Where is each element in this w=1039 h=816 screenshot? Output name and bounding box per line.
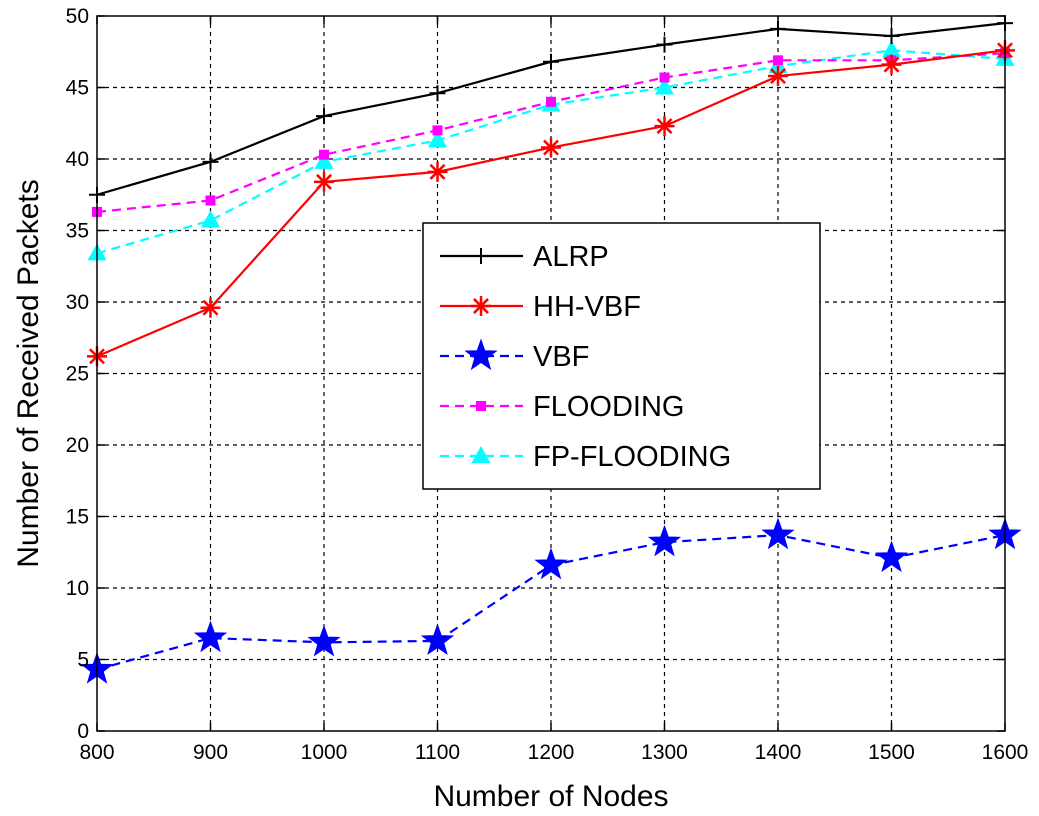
x-tick-label: 900 bbox=[193, 741, 228, 764]
data-point bbox=[881, 54, 902, 75]
data-point bbox=[205, 195, 216, 206]
data-point bbox=[429, 85, 446, 102]
legend-label: ALRP bbox=[533, 241, 609, 273]
x-tick-label: 1200 bbox=[528, 741, 575, 764]
legend-marker bbox=[471, 446, 491, 463]
data-point bbox=[874, 540, 909, 573]
legend-marker bbox=[464, 338, 498, 371]
legend-label: FP-FLOODING bbox=[533, 441, 731, 473]
data-point bbox=[420, 623, 455, 656]
data-point bbox=[761, 517, 795, 550]
x-tick-label: 1300 bbox=[641, 741, 688, 764]
y-tick-label: 45 bbox=[66, 77, 89, 100]
ticks: 800 900 1000 1100 1200 1300 1400 1500 1600 0 5 10 15… bbox=[66, 5, 1029, 764]
legend-label: HH-VBF bbox=[533, 291, 641, 323]
legend-marker bbox=[473, 248, 489, 264]
x-tick-label: 1000 bbox=[301, 741, 348, 764]
data-point bbox=[541, 137, 561, 158]
y-tick-label: 30 bbox=[66, 291, 89, 314]
y-tick-label: 35 bbox=[66, 220, 89, 243]
legend-marker bbox=[476, 401, 486, 411]
data-point bbox=[201, 210, 220, 228]
data-point bbox=[647, 524, 682, 557]
grid bbox=[97, 16, 1005, 731]
data-point bbox=[428, 130, 447, 148]
y-tick-label: 5 bbox=[77, 649, 89, 672]
data-point bbox=[427, 161, 448, 182]
data-point bbox=[543, 53, 559, 70]
data-point bbox=[314, 171, 334, 192]
legend-entry: FP-FLOODING bbox=[440, 441, 731, 473]
data-point bbox=[656, 36, 673, 53]
data-point bbox=[200, 297, 221, 318]
x-tick-label: 1500 bbox=[868, 741, 915, 764]
data-point bbox=[655, 77, 674, 95]
y-tick-label: 10 bbox=[66, 577, 89, 600]
data-point bbox=[768, 66, 788, 87]
y-axis-label: Number of Received Packets bbox=[12, 179, 45, 568]
data-point bbox=[319, 149, 329, 160]
x-tick-label: 800 bbox=[79, 741, 114, 764]
data-point bbox=[432, 125, 443, 136]
series-hh-vbf bbox=[87, 40, 1015, 367]
data-point bbox=[316, 108, 332, 125]
y-tick-label: 0 bbox=[77, 720, 89, 743]
data-point bbox=[882, 40, 901, 58]
legend-entry: FLOODING bbox=[440, 391, 684, 423]
legend-entry: VBF bbox=[440, 338, 589, 373]
x-tick-label: 1100 bbox=[415, 741, 460, 764]
legend-marker bbox=[471, 296, 491, 316]
y-tick-label: 15 bbox=[66, 506, 89, 529]
legend-label: VBF bbox=[533, 341, 589, 373]
y-tick-label: 25 bbox=[66, 363, 89, 386]
x-tick-label: 1400 bbox=[755, 741, 802, 764]
legend-entry: HH-VBF bbox=[440, 291, 641, 323]
legend: ALRP HH-VBF VBF FLOODING FP-FLOODING bbox=[422, 222, 821, 490]
data-point bbox=[202, 153, 219, 170]
data-point bbox=[193, 620, 228, 653]
y-tick-label: 20 bbox=[66, 434, 89, 457]
data-point bbox=[773, 55, 783, 66]
data-point bbox=[883, 28, 900, 45]
legend-label: FLOODING bbox=[533, 391, 684, 423]
y-tick-label: 40 bbox=[66, 148, 89, 171]
data-point bbox=[654, 116, 675, 137]
data-point bbox=[307, 624, 341, 657]
x-axis-label: Number of Nodes bbox=[433, 780, 668, 813]
legend-entry: ALRP bbox=[440, 241, 609, 273]
data-point bbox=[659, 72, 670, 83]
data-point bbox=[534, 547, 568, 580]
data-point bbox=[546, 96, 556, 107]
data-point bbox=[314, 151, 334, 169]
x-tick-label: 1600 bbox=[982, 741, 1029, 764]
y-tick-label: 50 bbox=[66, 5, 89, 28]
